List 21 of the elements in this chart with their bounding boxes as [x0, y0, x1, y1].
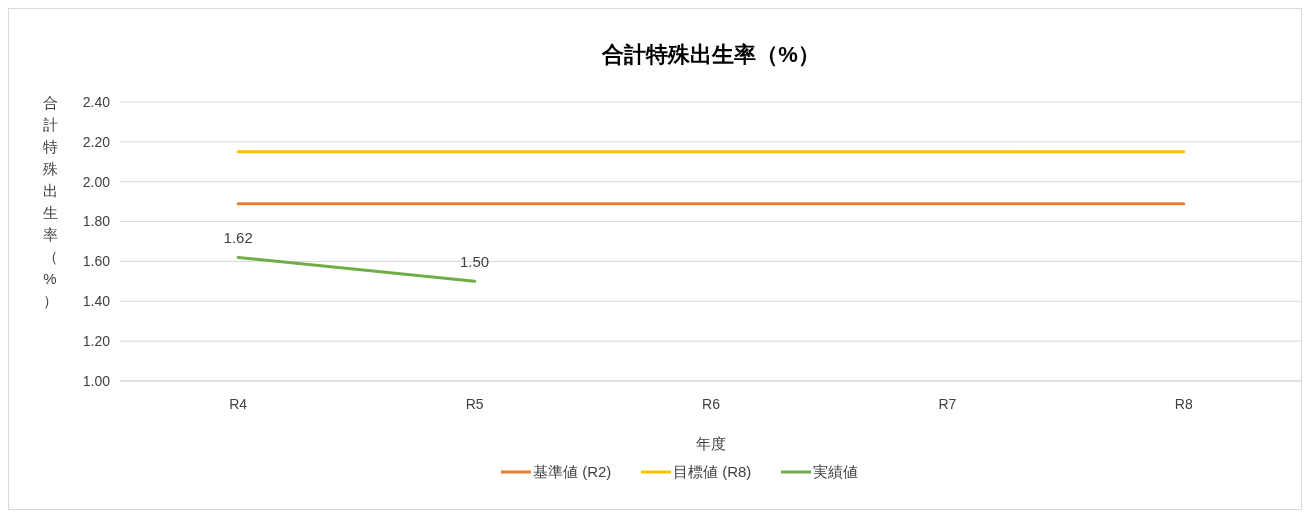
chart-title: 合計特殊出生率（%）: [601, 42, 820, 67]
y-tick-label: 2.00: [82, 173, 111, 190]
y-tick-label: 1.80: [82, 213, 111, 230]
y-tick-label: 1.20: [82, 333, 111, 350]
data-label: 1.62: [223, 229, 253, 247]
y-tick-label: 2.40: [82, 93, 111, 110]
text: 合計特殊出生率（%）: [42, 94, 58, 309]
legend-label: 目標値 (R8): [673, 463, 752, 481]
y-tick-label: 1.40: [82, 293, 111, 310]
x-axis-title: 年度: [696, 435, 726, 452]
y-tick-label: 1.60: [82, 253, 111, 270]
x-tick-label: R6: [702, 396, 721, 412]
x-tick-label: R8: [1174, 396, 1193, 412]
legend-label: 基準値 (R2): [533, 463, 612, 481]
legend-label: 実績値: [813, 463, 858, 481]
y-tick-label: 1.00: [82, 372, 111, 389]
y-tick-label: 2.20: [82, 133, 111, 150]
x-tick-label: R7: [938, 396, 957, 412]
data-label: 1.50: [460, 253, 490, 271]
x-tick-label: R5: [465, 396, 484, 412]
x-tick-label: R4: [229, 396, 248, 412]
